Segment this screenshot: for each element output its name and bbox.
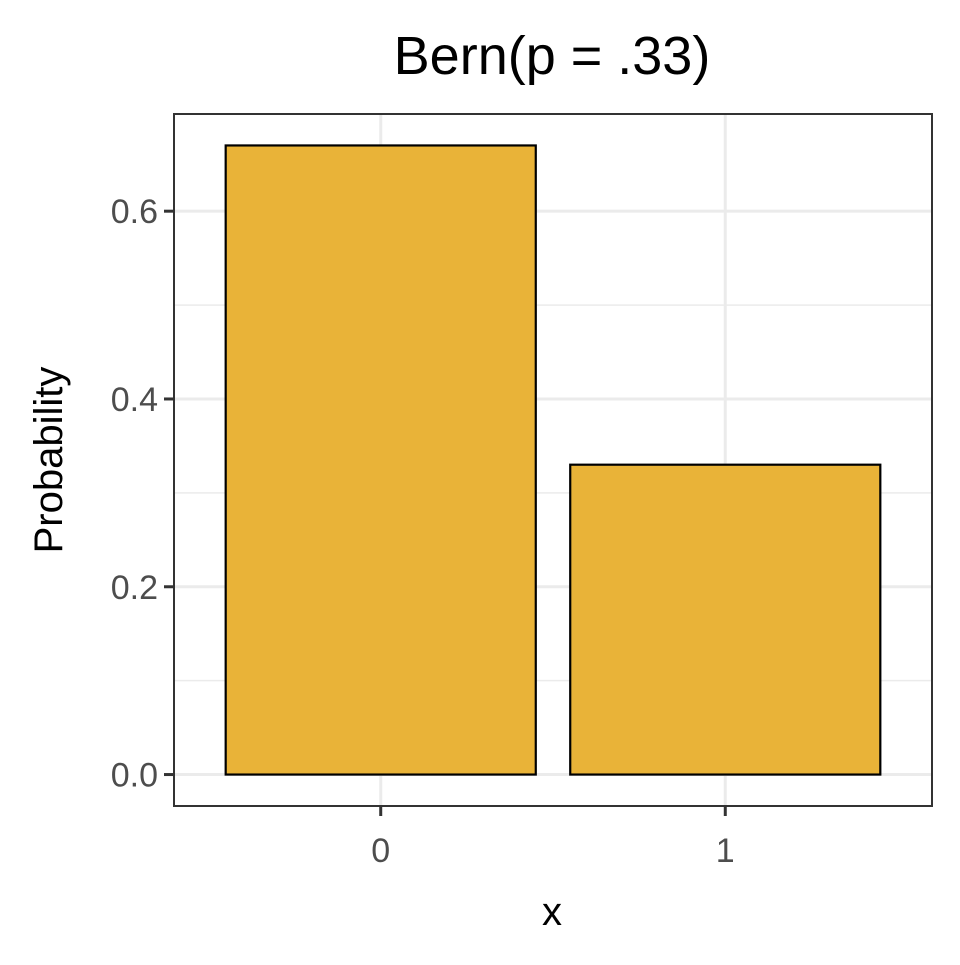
y-tick-label: 0.2 [111, 569, 158, 607]
x-tick-label: 1 [716, 832, 735, 870]
y-tick-label: 0.4 [111, 381, 158, 419]
bars [224, 144, 882, 776]
y-axis-title: Probability [27, 367, 71, 554]
x-tick-label: 0 [371, 832, 390, 870]
bar-0 [224, 144, 537, 776]
y-tick-label: 0.0 [111, 757, 158, 795]
chart-title: Bern(p = .33) [394, 26, 711, 86]
axes: 0.0 0.2 0.4 0.6 0 1 [111, 193, 735, 870]
y-tick-label: 0.6 [111, 193, 158, 231]
panel-border [173, 113, 933, 807]
bar-1 [569, 463, 882, 776]
x-axis-title: x [542, 890, 562, 934]
